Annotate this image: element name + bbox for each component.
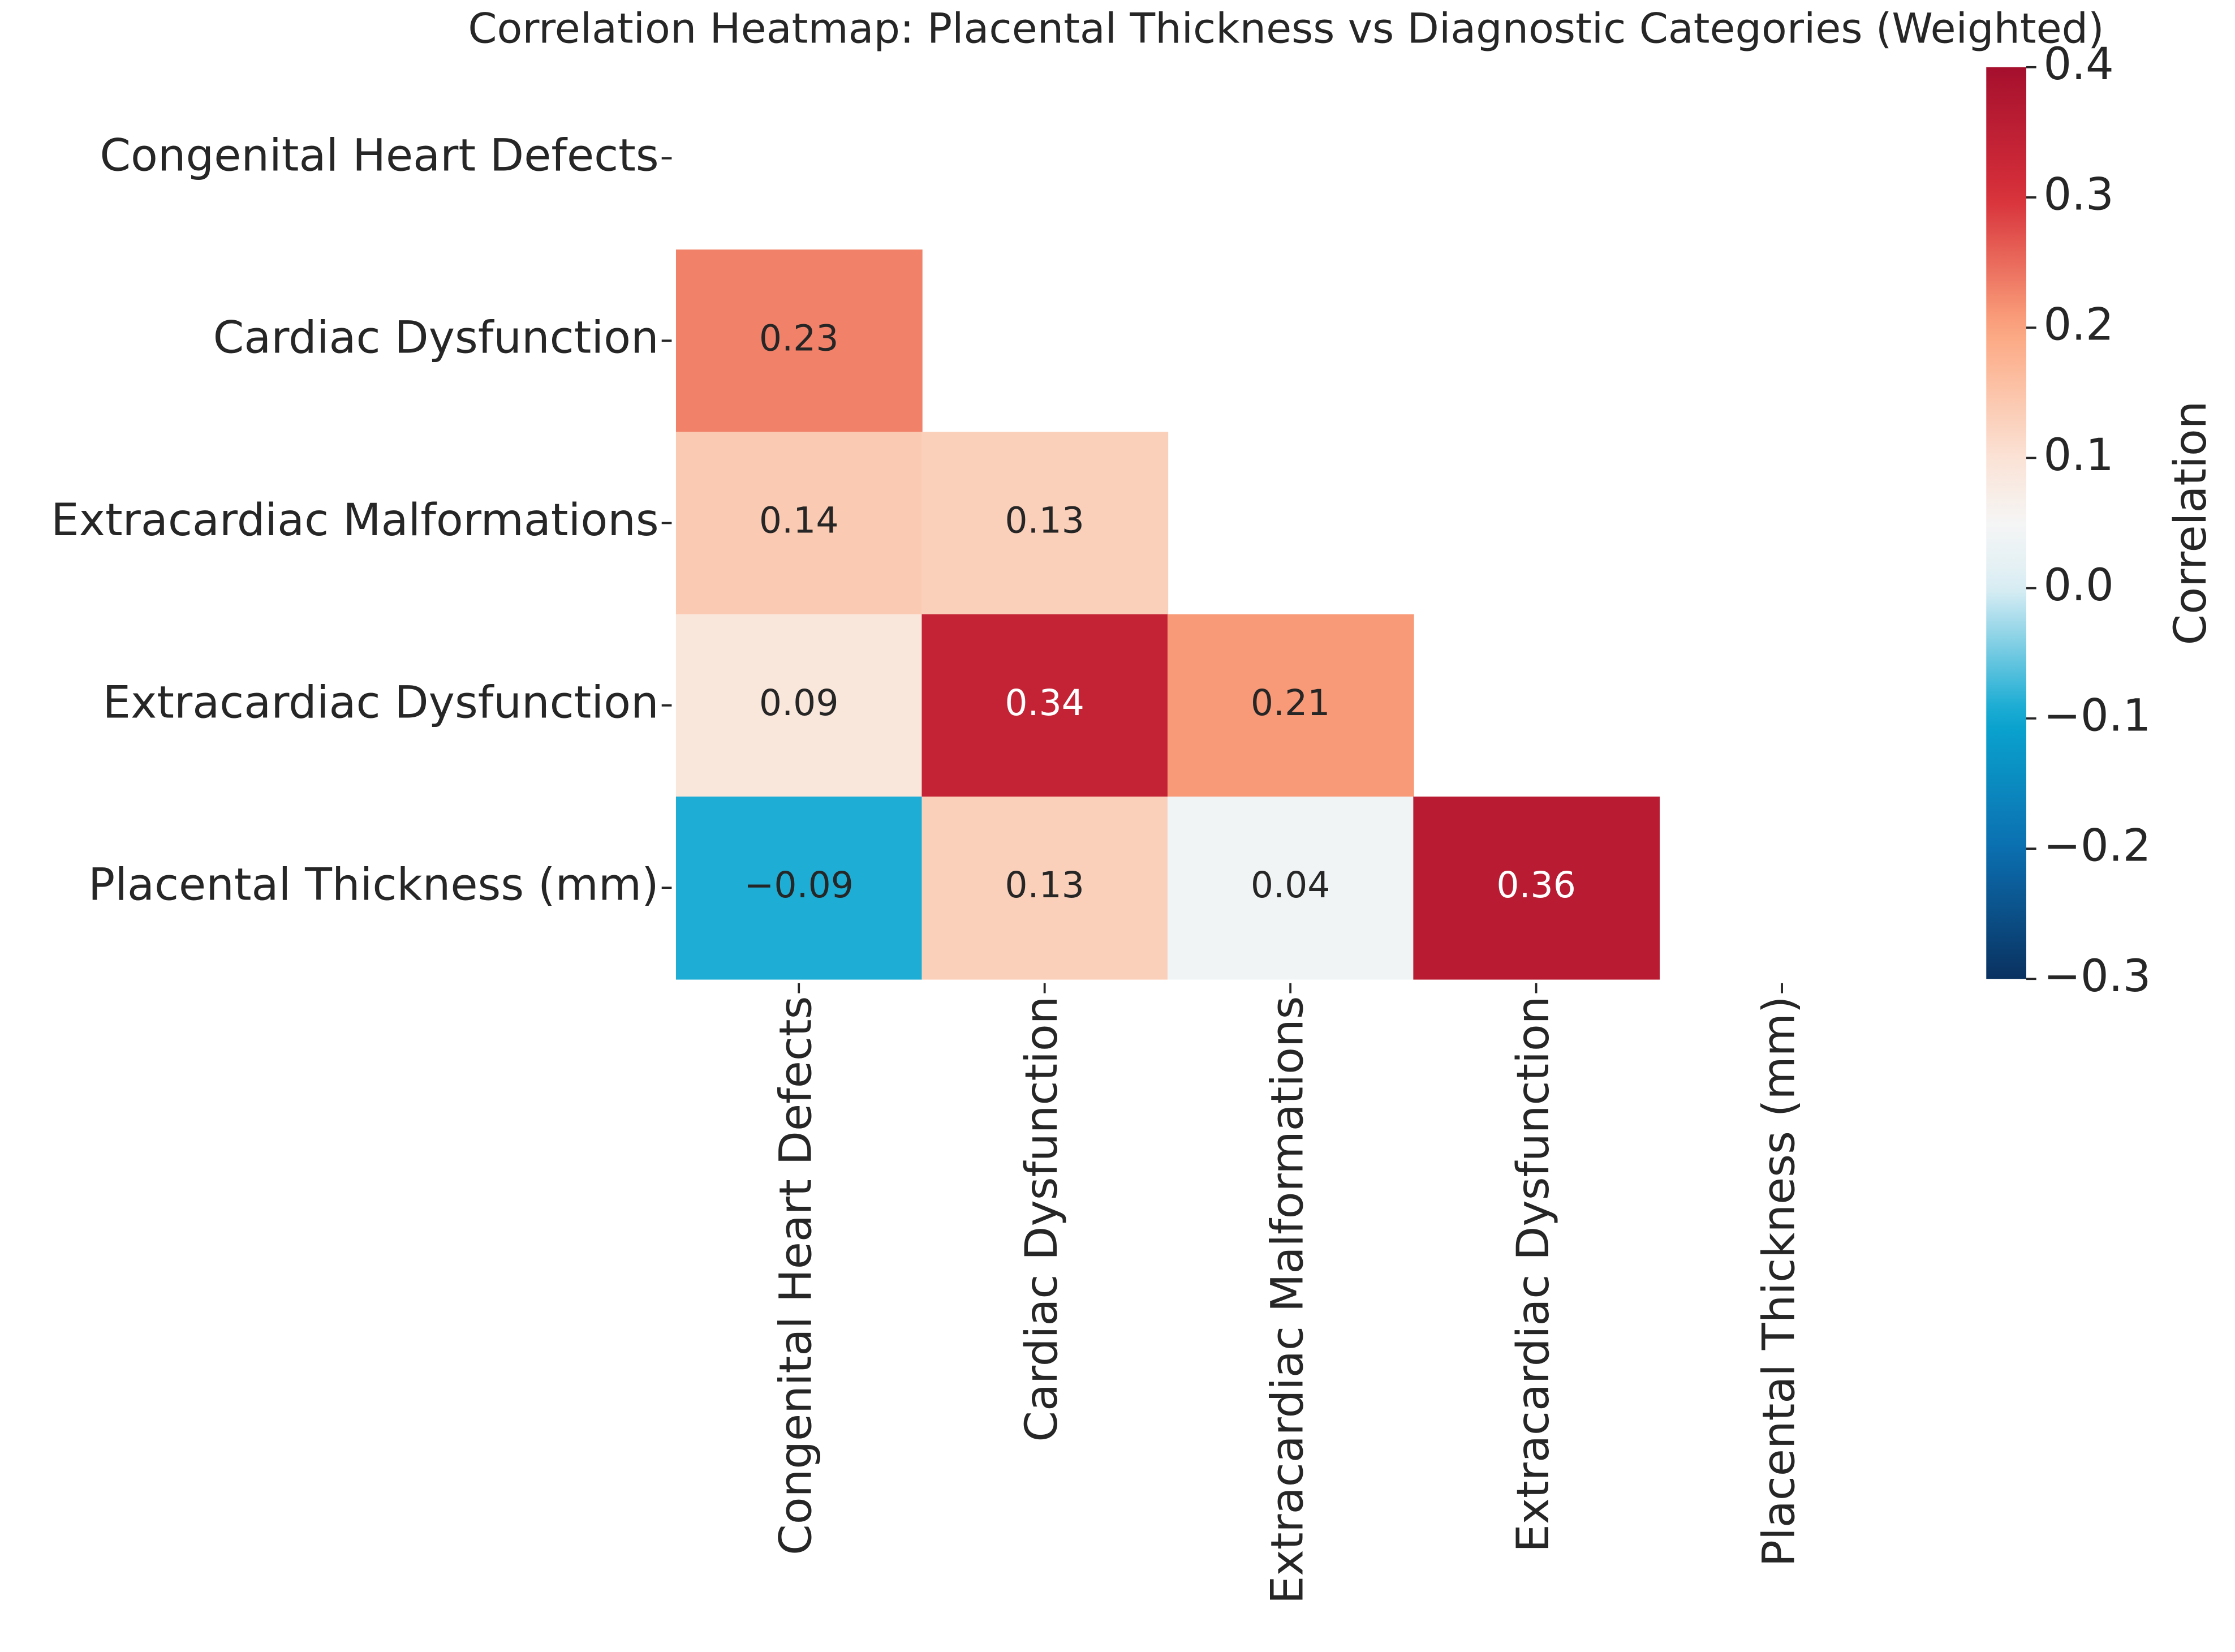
heatmap-cell <box>675 249 923 433</box>
heatmap-cell <box>921 432 1169 615</box>
cell-label: 0.34 <box>1005 682 1084 724</box>
heatmap-cell <box>1167 614 1414 798</box>
cell-label: 0.09 <box>759 682 839 724</box>
colorbar-tick-label: −0.1 <box>2043 690 2151 741</box>
heatmap-cell <box>1413 796 1660 980</box>
y-tick-label: Placental Thickness (mm) <box>88 859 659 911</box>
y-tick-label: Cardiac Dysfunction <box>213 312 659 364</box>
cell-label: 0.23 <box>759 317 839 359</box>
y-tick-label: Extracardiac Dysfunction <box>103 677 659 728</box>
cell-label: 0.21 <box>1251 682 1330 724</box>
x-tick-label: Cardiac Dysfunction <box>1016 996 1067 1442</box>
chart-title: Correlation Heatmap: Placental Thickness… <box>468 5 2104 53</box>
colorbar-tick-label: 0.0 <box>2043 560 2114 611</box>
cell-label: −0.09 <box>744 864 853 906</box>
colorbar-tick-label: 0.1 <box>2043 429 2114 481</box>
colorbar-tick-label: −0.3 <box>2043 950 2151 1002</box>
heatmap-cell <box>1167 796 1414 980</box>
heatmap-cell <box>921 614 1169 798</box>
cell-label: 0.04 <box>1251 864 1330 906</box>
cell-label: 0.14 <box>759 500 839 541</box>
heatmap-cell <box>675 614 923 798</box>
colorbar-tick-label: 0.3 <box>2043 169 2114 220</box>
heatmap-cell <box>921 796 1169 980</box>
colorbar <box>1986 67 2027 979</box>
y-tick-label: Congenital Heart Defects <box>100 130 658 181</box>
x-tick-label: Congenital Heart Defects <box>770 996 822 1555</box>
y-tick-label: Extracardiac Malformations <box>51 494 658 546</box>
colorbar-tick-label: −0.2 <box>2043 820 2151 872</box>
heatmap-cell <box>675 796 923 980</box>
x-tick-label: Extracardiac Dysfunction <box>1508 996 1559 1552</box>
x-tick-label: Extracardiac Malformations <box>1262 996 1314 1604</box>
colorbar-tick-label: 0.2 <box>2043 299 2114 351</box>
cell-label: 0.13 <box>1005 500 1084 541</box>
cell-label: 0.36 <box>1496 864 1576 906</box>
colorbar-label: Correlation <box>2165 401 2216 646</box>
heatmap-cell <box>675 432 923 615</box>
cell-label: 0.13 <box>1005 864 1084 906</box>
x-tick-label: Placental Thickness (mm) <box>1754 996 1805 1567</box>
colorbar-tick-label: 0.4 <box>2043 38 2114 90</box>
